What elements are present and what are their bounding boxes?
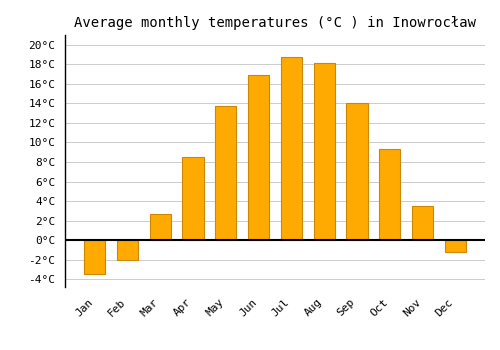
Bar	[412, 206, 433, 240]
Bar	[182, 157, 204, 240]
Title: Average monthly temperatures (°C ) in Inowrocław: Average monthly temperatures (°C ) in In…	[74, 16, 476, 30]
Bar	[379, 149, 400, 240]
Bar	[215, 106, 236, 240]
Bar	[314, 63, 335, 240]
Bar	[117, 240, 138, 260]
Bar	[248, 75, 270, 240]
Bar	[444, 240, 466, 252]
Bar	[84, 240, 106, 274]
Bar	[280, 57, 302, 240]
Bar	[346, 103, 368, 240]
Bar	[150, 214, 171, 240]
